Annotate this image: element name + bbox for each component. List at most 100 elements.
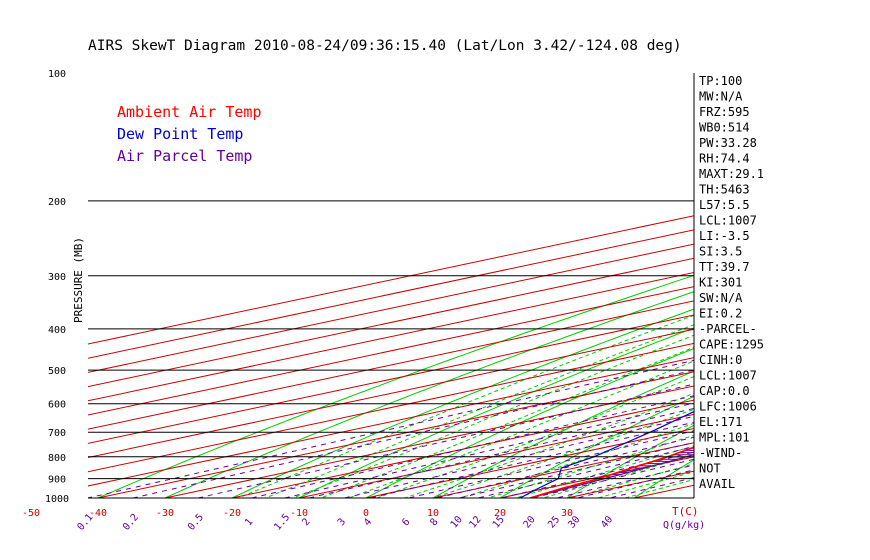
bottom-temperature-tick-labels: -50 -40 -30 -20 -10 0 10 20 30 bbox=[22, 508, 573, 519]
legend-entry: Ambient Air Temp bbox=[117, 103, 262, 121]
bottom-temp-tick-label: 10 bbox=[427, 508, 439, 519]
moist-adiabat-line bbox=[513, 445, 694, 498]
mixing-ratio-line bbox=[306, 407, 694, 498]
isotherm-line bbox=[88, 257, 694, 388]
mixing-ratio-tick-label: 1 bbox=[243, 517, 255, 529]
pressure-tick-label: 300 bbox=[48, 272, 66, 283]
bottom-temp-tick-label: -30 bbox=[156, 508, 174, 519]
mixing-ratio-tick-label: 6 bbox=[400, 517, 412, 529]
dry-adiabat-line bbox=[230, 308, 694, 498]
mixing-ratio-tick-label: 0.5 bbox=[186, 512, 206, 533]
bottom-temp-tick-label: -40 bbox=[89, 508, 107, 519]
bottom-temp-tick-label: -10 bbox=[290, 508, 308, 519]
isotherm-line bbox=[88, 271, 694, 402]
stat-line: MPL:101 bbox=[699, 431, 750, 445]
stat-line: SI:3.5 bbox=[699, 245, 742, 259]
mixing-ratio-tick-label: 0.2 bbox=[121, 512, 141, 533]
x-axis-label-temp: T(C) bbox=[672, 505, 699, 518]
stat-line: MW:N/A bbox=[699, 90, 743, 104]
stat-line: LCL:1007 bbox=[699, 369, 757, 383]
stat-line: CAP:0.0 bbox=[699, 384, 750, 398]
isotherm-line bbox=[229, 399, 694, 498]
bottom-temp-tick-label: 30 bbox=[561, 508, 573, 519]
pressure-tick-label: 1000 bbox=[45, 494, 69, 505]
moist-adiabat-line bbox=[264, 324, 694, 498]
bottom-temp-tick-label: 0 bbox=[363, 508, 369, 519]
bottom-temp-tick-label: 20 bbox=[494, 508, 506, 519]
stat-line: PW:33.28 bbox=[699, 136, 757, 150]
isotherm-line bbox=[88, 215, 694, 345]
dry-adiabat-line bbox=[96, 274, 694, 498]
dry-adiabat-line bbox=[163, 291, 694, 498]
isotherm-line bbox=[95, 371, 694, 498]
isotherm-line bbox=[88, 314, 694, 444]
stat-line: LI:-3.5 bbox=[699, 229, 750, 243]
pressure-tick-label: 200 bbox=[48, 197, 66, 208]
pressure-tick-label: 800 bbox=[48, 453, 66, 464]
ambient-temp-line bbox=[529, 446, 694, 498]
stat-line: L57:5.5 bbox=[699, 198, 750, 212]
isotherm-line bbox=[88, 229, 694, 359]
isotherm-line bbox=[162, 385, 694, 498]
dry-adiabat-line bbox=[499, 395, 694, 498]
mixing-ratio-line bbox=[368, 421, 694, 498]
stat-line: RH:74.4 bbox=[699, 152, 750, 166]
mixing-ratio-line bbox=[282, 402, 694, 498]
stat-line: EL:171 bbox=[699, 415, 742, 429]
stat-line: TT:39.7 bbox=[699, 260, 750, 274]
moist-adiabat-line bbox=[402, 392, 694, 498]
stat-line: TH:5463 bbox=[699, 183, 750, 197]
pressure-tick-label: 600 bbox=[48, 400, 66, 411]
pressure-tick-label: 500 bbox=[48, 366, 66, 377]
mixing-ratio-lines bbox=[88, 359, 694, 498]
mixing-ratio-tick-label: 3 bbox=[336, 517, 348, 529]
stat-line: SW:N/A bbox=[699, 291, 743, 305]
stat-line: EI:0.2 bbox=[699, 307, 742, 321]
stat-line: MAXT:29.1 bbox=[699, 167, 764, 181]
pressure-tick-label: 900 bbox=[48, 475, 66, 486]
stat-line: TP:100 bbox=[699, 74, 742, 88]
mixing-ratio-tick-label: 20 bbox=[522, 514, 538, 530]
dry-adiabat-line bbox=[825, 73, 870, 507]
mixing-ratio-line bbox=[406, 430, 694, 498]
x-axis-label-mix: Q(g/kg) bbox=[663, 520, 705, 531]
isotherm-line bbox=[88, 328, 694, 459]
isotherm-line bbox=[363, 428, 694, 498]
isotherms bbox=[88, 215, 694, 498]
legend: Ambient Air Temp Dew Point Temp Air Parcel… bbox=[117, 103, 262, 165]
isotherm-line bbox=[296, 413, 694, 498]
mixing-ratio-tick-label: 25 bbox=[546, 514, 562, 530]
isotherm-line bbox=[88, 357, 694, 487]
dry-adiabat-line bbox=[757, 73, 870, 507]
mixing-ratio-line bbox=[434, 436, 694, 498]
stat-line: KI:301 bbox=[699, 276, 742, 290]
isotherm-line bbox=[88, 342, 694, 473]
moist-adiabat-line bbox=[595, 471, 694, 498]
stat-line: FRZ:595 bbox=[699, 105, 750, 119]
y-axis-label: PRESSURE (MB) bbox=[72, 237, 85, 323]
stat-line: NOT bbox=[699, 462, 721, 476]
pressure-tick-labels: 100 200 300 400 500 600 700 800 900 1000 bbox=[45, 69, 69, 505]
mixing-ratio-tick-label: 40 bbox=[599, 514, 615, 530]
bottom-temp-tick-label: -50 bbox=[22, 508, 40, 519]
stat-line: -PARCEL- bbox=[699, 322, 757, 336]
stat-line: CAPE:1295 bbox=[699, 338, 764, 352]
stat-line: LCL:1007 bbox=[699, 214, 757, 228]
pressure-tick-label: 400 bbox=[48, 325, 66, 336]
legend-entry: Air Parcel Temp bbox=[117, 147, 252, 165]
moist-adiabat-line bbox=[291, 334, 694, 498]
chart-title: AIRS SkewT Diagram 2010-08-24/09:36:15.4… bbox=[88, 38, 682, 54]
bottom-temp-tick-label: -20 bbox=[223, 508, 241, 519]
mixing-ratio-tick-label: 4 bbox=[362, 517, 374, 529]
mixing-ratio-tick-label: 10 bbox=[449, 514, 465, 530]
stat-line: WB0:514 bbox=[699, 121, 750, 135]
dew-point-line bbox=[519, 410, 694, 498]
mixing-ratio-tick-label: 2 bbox=[300, 517, 312, 529]
legend-entry: Dew Point Temp bbox=[117, 125, 243, 143]
stat-line: CINH:0 bbox=[699, 353, 742, 367]
pressure-tick-label: 100 bbox=[48, 69, 66, 80]
stat-line: -WIND- bbox=[699, 446, 742, 460]
mixing-ratio-line bbox=[88, 359, 694, 498]
